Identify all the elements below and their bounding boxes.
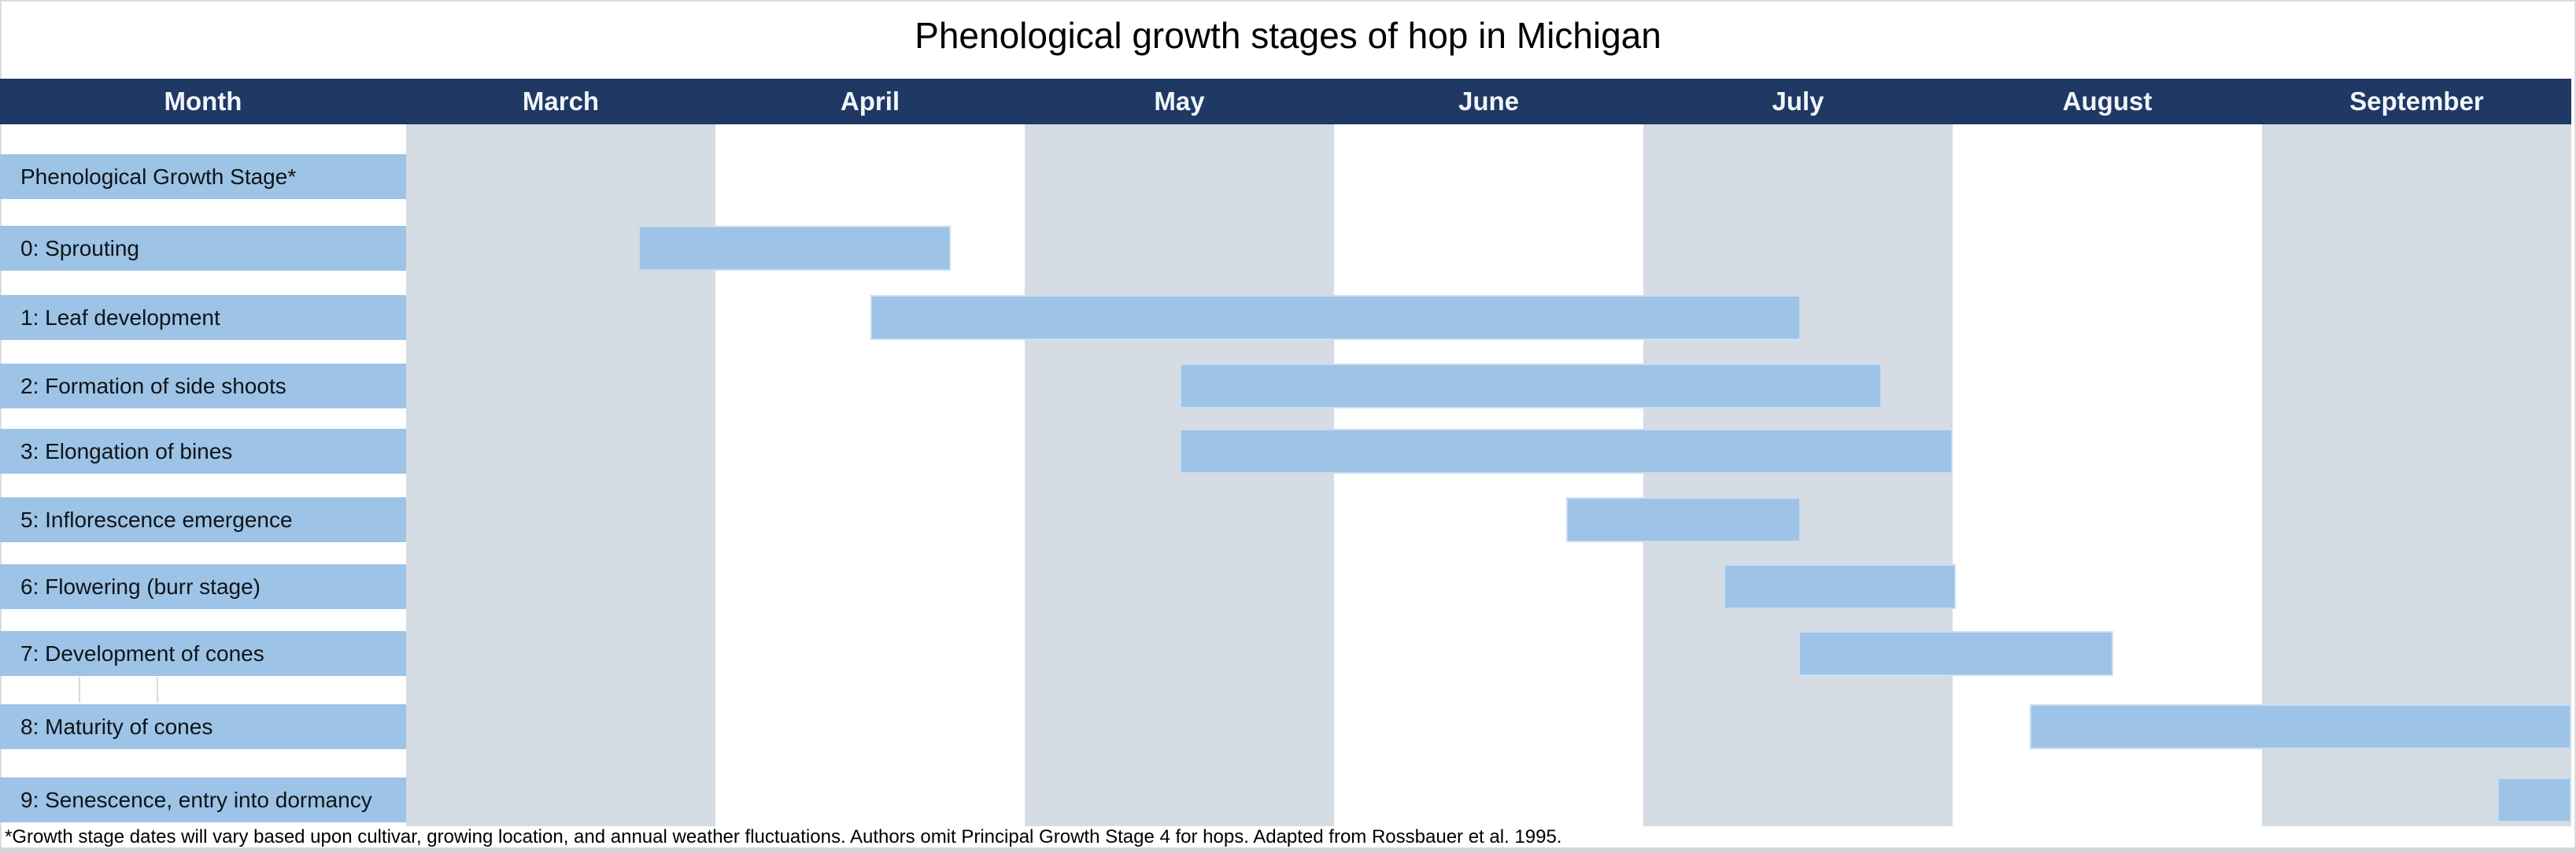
row-label: Phenological Growth Stage* xyxy=(0,154,406,199)
month-header-august: August xyxy=(2062,87,2153,116)
cell-gridline xyxy=(79,677,80,703)
month-header-july: July xyxy=(1772,87,1824,116)
month-header-march: March xyxy=(522,87,600,116)
gantt-bar xyxy=(1565,497,1802,542)
bottom-border xyxy=(0,847,2576,853)
row-label: 5: Inflorescence emergence xyxy=(0,497,406,542)
row-label: 1: Leaf development xyxy=(0,295,406,340)
row-label: 0: Sprouting xyxy=(0,226,406,271)
row-label: 3: Elongation of bines xyxy=(0,429,406,474)
footnote: *Growth stage dates will vary based upon… xyxy=(5,826,1562,847)
gantt-bar xyxy=(870,295,1802,340)
row-label: 7: Development of cones xyxy=(0,631,406,676)
gantt-bar xyxy=(1724,564,1956,609)
row-label: 2: Formation of side shoots xyxy=(0,364,406,408)
gantt-bar xyxy=(638,226,951,271)
row-label: 8: Maturity of cones xyxy=(0,704,406,749)
month-header-june: June xyxy=(1458,87,1520,116)
figure-title: Phenological growth stages of hop in Mic… xyxy=(915,15,1661,56)
gantt-bar xyxy=(1179,364,1882,408)
month-header-september: September xyxy=(2349,87,2484,116)
month-column-header: Month xyxy=(164,87,242,116)
month-header-may: May xyxy=(1154,87,1205,116)
month-header-row: Month March April May June July August Septemb… xyxy=(0,79,2571,124)
gantt-bar xyxy=(1798,631,2114,676)
gantt-bar xyxy=(2030,704,2571,749)
month-header-april: April xyxy=(840,87,900,116)
row-label: 9: Senescence, entry into dormancy xyxy=(0,777,406,822)
column-stripe-may xyxy=(1025,124,1334,826)
gantt-bar xyxy=(2497,777,2571,822)
column-stripe-july xyxy=(1643,124,1953,826)
cell-gridline xyxy=(157,677,158,703)
gantt-bar xyxy=(1179,429,1953,474)
row-label: 6: Flowering (burr stage) xyxy=(0,564,406,609)
